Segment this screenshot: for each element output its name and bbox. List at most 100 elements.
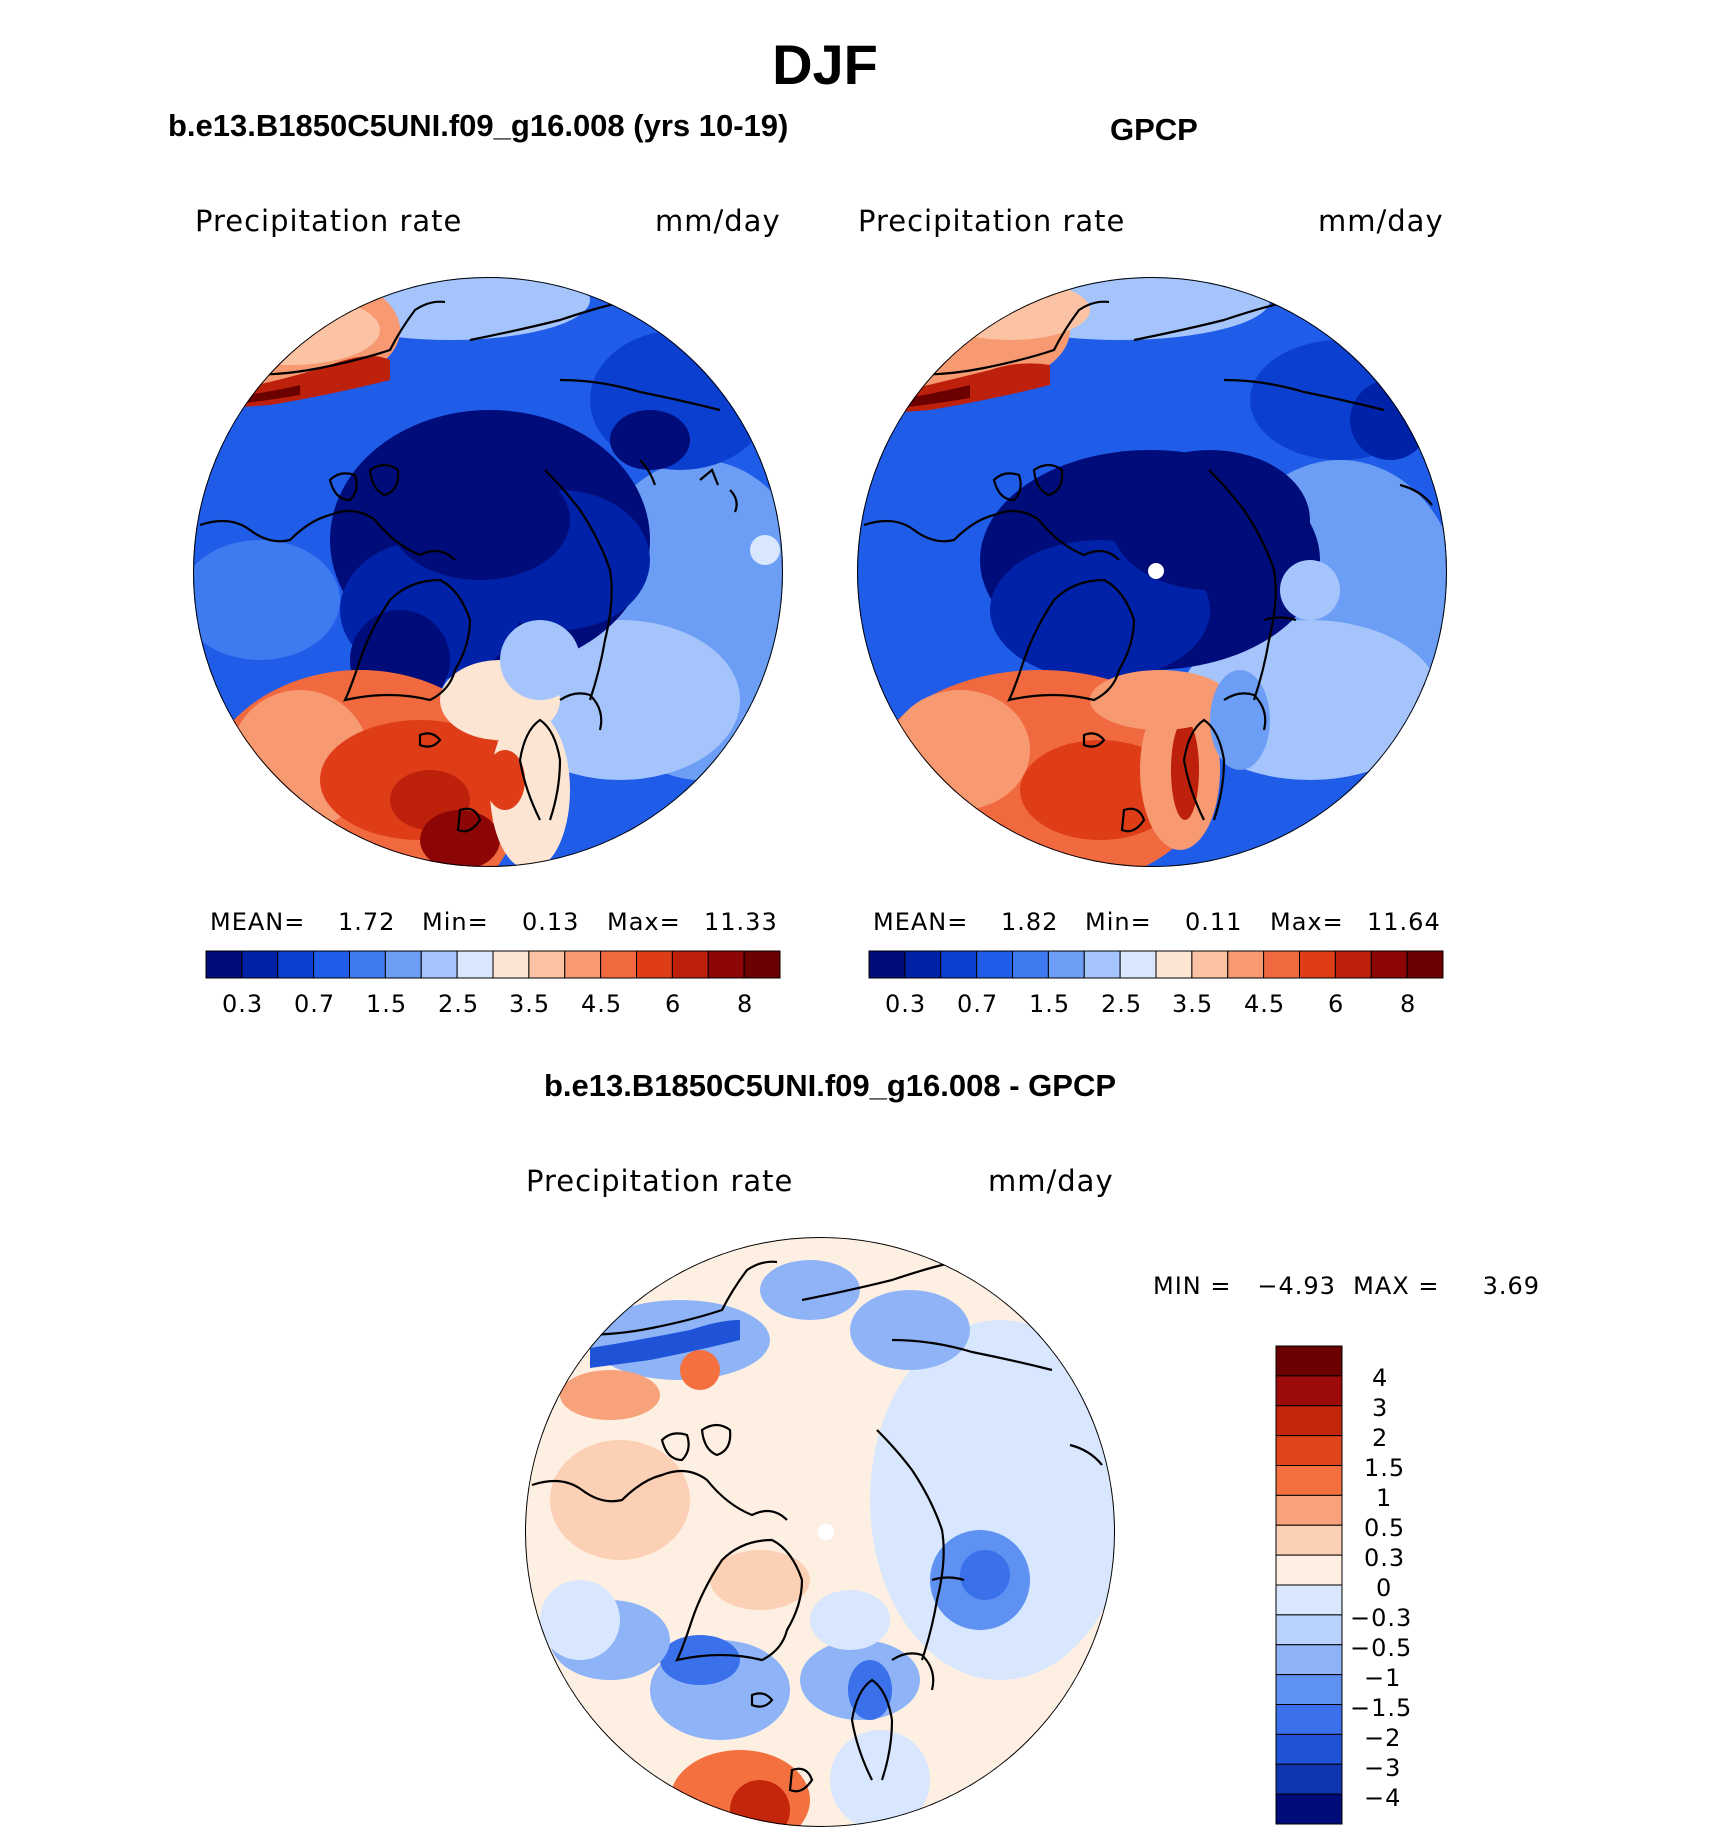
colorbar-swatch	[1275, 1674, 1343, 1705]
colorbar-swatch	[1370, 950, 1408, 979]
colorbar-swatch	[940, 950, 978, 979]
diff-tick-label: 2	[1372, 1424, 1389, 1452]
colorbar-swatch	[1275, 1793, 1343, 1825]
diff-tick-label: 0.3	[1364, 1544, 1406, 1572]
obs-tick-label: 0.3	[885, 990, 927, 1018]
model-colorbar	[205, 950, 781, 979]
colorbar-swatch	[743, 950, 781, 979]
colorbar-swatch	[1155, 950, 1193, 979]
diff-tick-label: −3	[1364, 1754, 1402, 1782]
model-tick-label: 8	[737, 990, 754, 1018]
colorbar-swatch	[313, 950, 350, 979]
colorbar-swatch	[1227, 950, 1265, 979]
model-mean-value: 1.72	[338, 908, 396, 936]
colorbar-swatch	[1275, 1524, 1343, 1556]
colorbar-swatch	[1275, 1435, 1343, 1466]
model-tick-label: 2.5	[438, 990, 480, 1018]
colorbar-swatch	[1334, 950, 1372, 979]
model-tick-label: 4.5	[581, 990, 623, 1018]
obs-tick-label: 8	[1400, 990, 1417, 1018]
colorbar-swatch	[1191, 950, 1229, 979]
model-mean-label: MEAN=	[210, 908, 306, 936]
colorbar-swatch	[349, 950, 386, 979]
diff-polar-map	[525, 1237, 1115, 1827]
diff-colorbar	[1275, 1345, 1343, 1825]
model-min-label: Min=	[422, 908, 489, 936]
colorbar-swatch	[1275, 1763, 1343, 1795]
diff-variable-label: Precipitation rate	[526, 1164, 794, 1198]
obs-min-value: 0.11	[1185, 908, 1243, 936]
colorbar-swatch	[528, 950, 566, 979]
colorbar-swatch	[1275, 1465, 1343, 1496]
colorbar-swatch	[1275, 1704, 1343, 1735]
colorbar-swatch	[1275, 1345, 1343, 1377]
model-tick-label: 1.5	[366, 990, 408, 1018]
model-tick-label: 0.3	[222, 990, 264, 1018]
colorbar-swatch	[1275, 1494, 1343, 1526]
colorbar-swatch	[904, 950, 942, 979]
obs-units-label: mm/day	[1318, 204, 1444, 238]
obs-min-label: Min=	[1085, 908, 1152, 936]
colorbar-swatch	[384, 950, 422, 979]
diff-tick-label: −2	[1364, 1724, 1402, 1752]
diff-tick-label: 1	[1376, 1484, 1393, 1512]
colorbar-swatch	[241, 950, 279, 979]
obs-max-label: Max=	[1270, 908, 1344, 936]
colorbar-swatch	[1275, 1644, 1343, 1676]
diff-tick-label: 3	[1372, 1394, 1389, 1422]
diff-units-label: mm/day	[988, 1164, 1114, 1198]
model-variable-label: Precipitation rate	[195, 204, 463, 238]
obs-tick-label: 4.5	[1244, 990, 1286, 1018]
model-min-value: 0.13	[522, 908, 580, 936]
diff-tick-label: −1.5	[1350, 1694, 1413, 1722]
colorbar-swatch	[564, 950, 602, 979]
diff-coastlines	[531, 1260, 1103, 1793]
colorbar-swatch	[707, 950, 745, 979]
colorbar-swatch	[1263, 950, 1300, 979]
model-coastlines	[199, 300, 738, 833]
colorbar-swatch	[1275, 1554, 1343, 1586]
colorbar-swatch	[1275, 1375, 1343, 1407]
diff-tick-label: 0.5	[1364, 1514, 1406, 1542]
obs-tick-label: 3.5	[1172, 990, 1214, 1018]
colorbar-swatch	[1047, 950, 1085, 979]
colorbar-swatch	[868, 950, 906, 979]
colorbar-swatch	[600, 950, 637, 979]
colorbar-swatch	[1119, 950, 1157, 979]
colorbar-swatch	[1299, 950, 1336, 979]
figure-title: DJF	[772, 33, 878, 96]
model-tick-label: 0.7	[294, 990, 336, 1018]
obs-variable-label: Precipitation rate	[858, 204, 1126, 238]
obs-max-value: 11.64	[1367, 908, 1441, 936]
model-tick-label: 6	[665, 990, 682, 1018]
diff-tick-label: 4	[1372, 1364, 1389, 1392]
diff-tick-label: −4	[1364, 1784, 1402, 1812]
model-polar-map	[193, 277, 783, 867]
model-max-label: Max=	[607, 908, 681, 936]
diff-tick-label: −1	[1364, 1664, 1402, 1692]
diff-tick-label: 0	[1376, 1574, 1393, 1602]
obs-polar-map	[857, 277, 1447, 867]
colorbar-swatch	[1406, 950, 1444, 979]
obs-mean-label: MEAN=	[873, 908, 969, 936]
model-tick-label: 3.5	[509, 990, 551, 1018]
diff-tick-label: −0.3	[1350, 1604, 1413, 1632]
colorbar-swatch	[1275, 1733, 1343, 1765]
model-panel-title: b.e13.B1850C5UNI.f09_g16.008 (yrs 10-19)	[168, 108, 789, 143]
colorbar-swatch	[1275, 1405, 1343, 1437]
model-units-label: mm/day	[655, 204, 781, 238]
obs-tick-label: 1.5	[1029, 990, 1071, 1018]
colorbar-swatch	[976, 950, 1013, 979]
obs-mean-value: 1.82	[1001, 908, 1059, 936]
diff-tick-label: −0.5	[1350, 1634, 1413, 1662]
colorbar-swatch	[205, 950, 243, 979]
colorbar-swatch	[1083, 950, 1121, 979]
obs-tick-label: 0.7	[957, 990, 999, 1018]
obs-colorbar	[868, 950, 1444, 979]
diff-minmax: MIN = −4.93 MAX = 3.69	[1153, 1272, 1541, 1300]
colorbar-swatch	[1012, 950, 1049, 979]
diff-tick-label: 1.5	[1364, 1454, 1406, 1482]
colorbar-swatch	[1275, 1614, 1343, 1646]
obs-tick-label: 6	[1328, 990, 1345, 1018]
